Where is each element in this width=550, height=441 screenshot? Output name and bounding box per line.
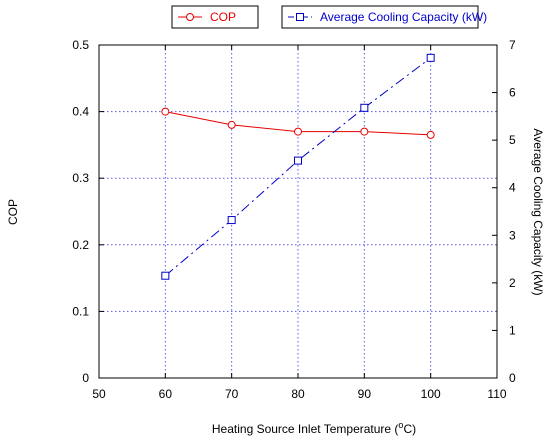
series-layer bbox=[161, 53, 435, 280]
right-y-tick-label: 1 bbox=[509, 323, 516, 337]
data-point-cooling-capacity bbox=[426, 53, 435, 62]
x-axis: 50 60 70 80 90 100 110 bbox=[92, 45, 507, 401]
plot-frame bbox=[98, 44, 498, 379]
left-y-axis-title: COP bbox=[6, 199, 20, 225]
data-point-cooling-capacity bbox=[227, 216, 236, 225]
x-tick-label: 110 bbox=[487, 387, 506, 401]
legend-box bbox=[171, 5, 259, 29]
right-y-tick-label: 7 bbox=[509, 38, 516, 52]
right-y-axis-title: Average Cooling Capacity (kW) bbox=[531, 128, 545, 295]
data-point-cooling-capacity bbox=[360, 103, 369, 112]
x-tick-label: 60 bbox=[159, 387, 173, 401]
x-tick-label: 70 bbox=[225, 387, 239, 401]
x-axis-title-main: Heating Source Inlet Temperature ( bbox=[212, 422, 399, 436]
legend-label: Average Cooling Capacity (kW) bbox=[320, 10, 487, 24]
data-point-cop bbox=[227, 120, 236, 129]
data-point-legend bbox=[186, 13, 194, 21]
data-point-legend bbox=[296, 13, 304, 21]
left-y-axis: 0 0.1 0.2 0.3 0.4 0.5 bbox=[72, 38, 104, 385]
left-y-tick-label: 0.1 bbox=[72, 304, 89, 318]
legend: COP Average Cooling Capacity (kW) bbox=[171, 5, 487, 29]
right-y-tick-label: 2 bbox=[509, 276, 516, 290]
right-y-tick-label: 6 bbox=[509, 86, 516, 100]
grid bbox=[99, 45, 497, 378]
x-tick-label: 80 bbox=[291, 387, 305, 401]
data-point-cooling-capacity bbox=[294, 156, 302, 165]
data-point-cop bbox=[426, 130, 435, 139]
left-y-tick-label: 0.4 bbox=[72, 105, 89, 119]
x-tick-label: 100 bbox=[421, 387, 441, 401]
legend-item: COP bbox=[171, 5, 259, 29]
x-tick-label: 90 bbox=[358, 387, 372, 401]
x-tick-label: 50 bbox=[92, 387, 106, 401]
series-cop bbox=[161, 107, 435, 139]
left-y-tick-label: 0.5 bbox=[72, 38, 89, 52]
x-axis-title-superscript: o bbox=[398, 420, 403, 430]
data-point-cop bbox=[161, 107, 170, 116]
series-line bbox=[165, 57, 431, 277]
left-y-tick-label: 0.3 bbox=[72, 171, 89, 185]
x-axis-title: Heating Source Inlet Temperature (oC) bbox=[212, 420, 416, 436]
data-point-cop bbox=[294, 127, 302, 136]
x-axis-title-unit: C) bbox=[403, 422, 416, 436]
legend-item: Average Cooling Capacity (kW) bbox=[281, 5, 487, 29]
left-y-tick-label: 0 bbox=[82, 371, 89, 385]
data-point-cop bbox=[360, 127, 369, 136]
series-cooling-capacity bbox=[161, 53, 435, 280]
left-y-tick-label: 0.2 bbox=[72, 238, 89, 252]
right-y-tick-label: 0 bbox=[509, 371, 516, 385]
data-point-cooling-capacity bbox=[161, 271, 170, 280]
right-y-axis: 0 1 2 3 4 5 6 7 bbox=[492, 38, 516, 385]
right-y-tick-label: 5 bbox=[509, 133, 516, 147]
legend-label: COP bbox=[210, 10, 236, 24]
right-y-tick-label: 4 bbox=[509, 181, 516, 195]
legend-box bbox=[281, 5, 479, 29]
right-y-tick-label: 3 bbox=[509, 228, 516, 242]
